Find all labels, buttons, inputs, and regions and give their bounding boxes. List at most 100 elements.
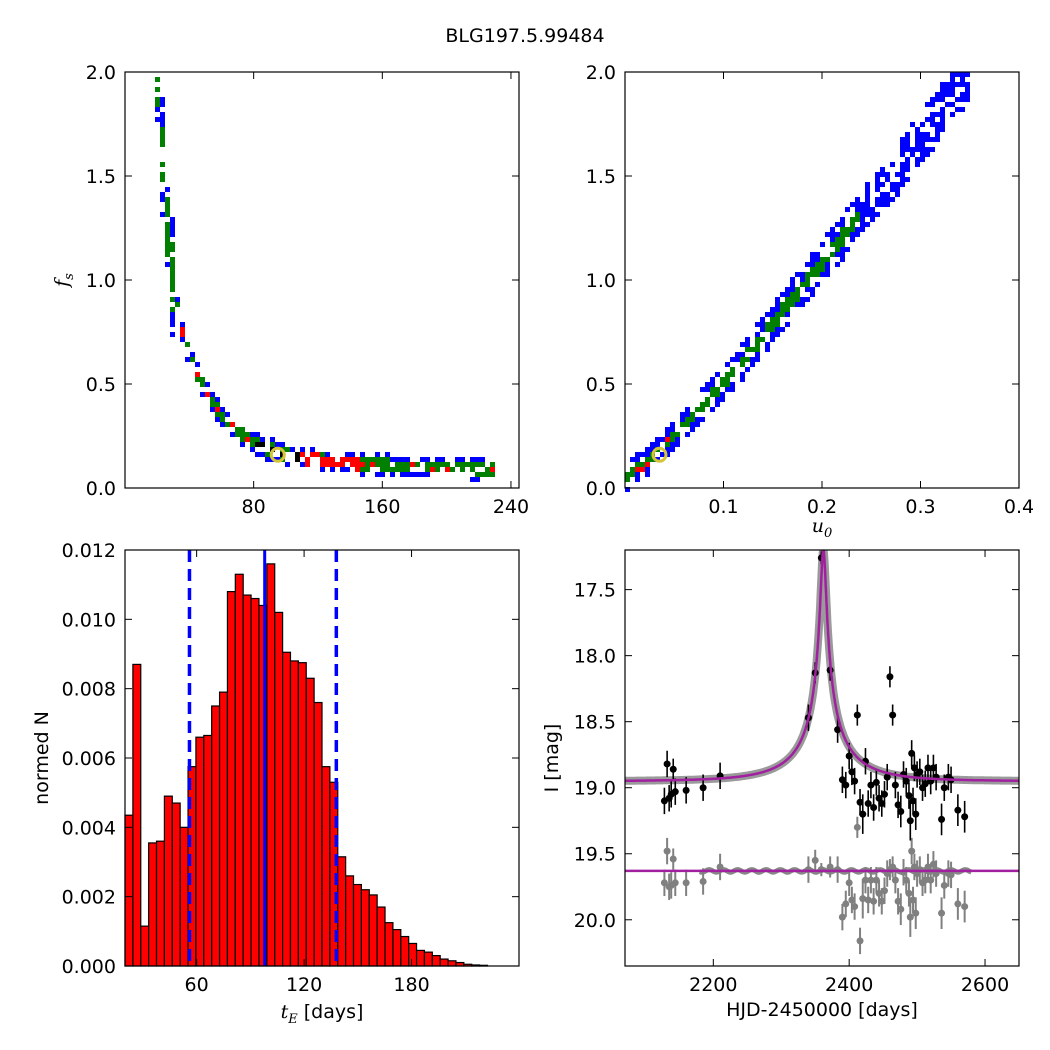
histogram-bar — [360, 889, 370, 967]
heatmap-cell — [840, 222, 845, 227]
heatmap-cell — [755, 347, 760, 352]
heatmap-cell — [315, 452, 320, 457]
heatmap-cell — [675, 442, 680, 447]
heatmap-cell — [955, 82, 960, 87]
heatmap-cell — [325, 457, 330, 462]
heatmap-cell — [770, 337, 775, 342]
heatmap-cell — [900, 142, 905, 147]
heatmap-cell — [950, 77, 955, 82]
data-point — [929, 764, 937, 772]
heatmap-cell — [705, 387, 710, 392]
heatmap-cell — [665, 427, 670, 432]
heatmap-cell — [155, 117, 160, 122]
histogram-bar — [132, 663, 142, 967]
heatmap-cell — [215, 397, 220, 402]
heatmap-cell — [775, 317, 780, 322]
heatmap-cell — [355, 462, 360, 467]
residual-point — [682, 879, 690, 887]
histogram-bar — [242, 594, 252, 967]
histogram-bar — [282, 651, 292, 967]
heatmap-cell — [825, 232, 830, 237]
heatmap-cell — [625, 477, 630, 482]
heatmap-cell — [815, 252, 820, 257]
heatmap-cell — [865, 197, 870, 202]
heatmap-cell — [155, 107, 160, 112]
heatmap-cell — [200, 392, 205, 397]
histogram-bar — [155, 840, 166, 967]
heatmap-cell — [835, 237, 840, 242]
heatmap-cell — [160, 132, 165, 137]
heatmap-cell — [165, 212, 170, 217]
histogram-bar — [408, 942, 418, 967]
heatmap-cell — [165, 187, 170, 192]
data-point — [848, 768, 856, 776]
heatmap-cell — [810, 287, 815, 292]
heatmap-cell — [800, 277, 805, 282]
data-point — [663, 760, 671, 768]
heatmap-cell — [270, 442, 275, 447]
data-point — [842, 781, 850, 789]
heatmap-cell — [675, 437, 680, 442]
heatmap-cell — [350, 462, 355, 467]
heatmap-cell — [825, 257, 830, 262]
heatmap-cell — [850, 232, 855, 237]
heatmap-cell — [485, 472, 490, 477]
histogram-bar — [195, 736, 205, 967]
heatmap-cell — [175, 302, 180, 307]
heatmap-cell — [685, 407, 690, 412]
heatmap-cell — [885, 197, 890, 202]
heatmap-cell — [375, 462, 380, 467]
residual-point — [908, 847, 916, 855]
heatmap-cell — [360, 462, 365, 467]
heatmap-cell — [470, 462, 475, 467]
heatmap-cell — [165, 232, 170, 237]
data-point — [859, 810, 867, 818]
heatmap-cell — [275, 442, 280, 447]
residual-point — [842, 900, 850, 908]
residual-point — [853, 823, 861, 831]
heatmap-cell — [485, 467, 490, 472]
heatmap-cell — [925, 152, 930, 157]
heatmap-cell — [750, 357, 755, 362]
heatmap-cell — [755, 337, 760, 342]
histogram-bar — [203, 734, 213, 967]
heatmap-cell — [170, 297, 175, 302]
heatmap-cell — [845, 207, 850, 212]
heatmap-cell — [740, 342, 745, 347]
heatmap-cell — [410, 462, 415, 467]
heatmap-cell — [170, 272, 175, 277]
residual-point — [851, 903, 859, 911]
heatmap-cell — [935, 122, 940, 127]
heatmap-cell — [850, 217, 855, 222]
heatmap-cell — [670, 447, 675, 452]
heatmap-cell — [465, 462, 470, 467]
y-tick-label: 1.5 — [586, 166, 616, 188]
heatmap-cell — [420, 457, 425, 462]
heatmap-cell — [400, 467, 405, 472]
heatmap-cell — [815, 257, 820, 262]
residual-point — [663, 847, 671, 855]
heatmap-cell — [175, 297, 180, 302]
y-axis-label: normed N — [31, 711, 53, 805]
histogram-bar — [250, 597, 260, 967]
data-point — [894, 801, 902, 809]
heatmap-cell — [885, 192, 890, 197]
heatmap-cell — [295, 452, 300, 457]
heatmap-cell — [940, 112, 945, 117]
heatmap-cell — [900, 152, 905, 157]
histogram-bar — [368, 894, 378, 967]
heatmap-cell — [740, 377, 745, 382]
heatmap-cell — [720, 392, 725, 397]
heatmap-cell — [250, 447, 255, 452]
heatmap-cell — [855, 202, 860, 207]
heatmap-cell — [950, 112, 955, 117]
y-tick-label: 0.010 — [62, 609, 116, 631]
heatmap-cell — [920, 152, 925, 157]
heatmap-cell — [370, 457, 375, 462]
heatmap-cell — [770, 307, 775, 312]
heatmap-cell — [300, 447, 305, 452]
data-point — [938, 815, 946, 823]
heatmap-cell — [765, 327, 770, 332]
heatmap-cell — [160, 102, 165, 107]
heatmap-cell — [860, 227, 865, 232]
